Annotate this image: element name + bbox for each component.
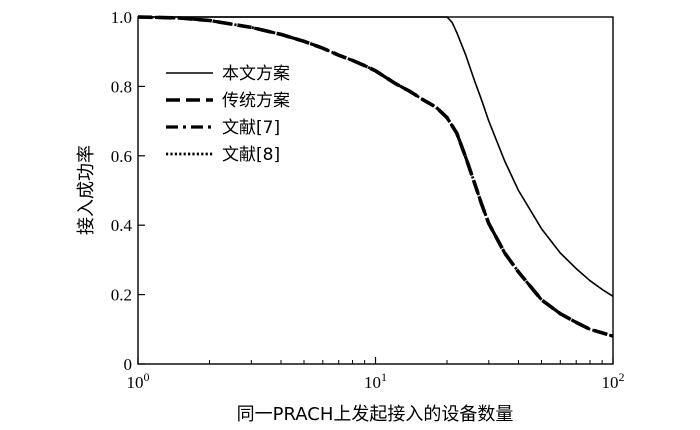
y-tick-label: 0 [124, 355, 133, 374]
legend-label: 文献[7] [222, 118, 280, 138]
x-tick-label: 102 [602, 370, 625, 392]
x-tick-label: 100 [127, 370, 150, 392]
series-line [138, 16, 614, 297]
y-tick-label: 1.0 [111, 8, 132, 27]
series-line [137, 15, 614, 338]
series-line [137, 15, 614, 338]
series-line [137, 15, 614, 338]
y-axis-label: 接入成功率 [76, 145, 97, 235]
series-group [137, 15, 614, 338]
y-tick-label: 0.6 [111, 147, 132, 166]
legend-label: 本文方案 [222, 64, 290, 84]
legend-label: 传统方案 [222, 91, 290, 111]
legend-label: 文献[8] [222, 145, 280, 165]
y-tick-label: 0.2 [111, 286, 132, 305]
x-axis-label: 同一PRACH上发起接入的设备数量 [237, 404, 514, 425]
x-tick-label: 101 [364, 370, 387, 392]
y-tick-label: 0.4 [111, 216, 133, 235]
y-tick-label: 0.8 [111, 77, 132, 96]
